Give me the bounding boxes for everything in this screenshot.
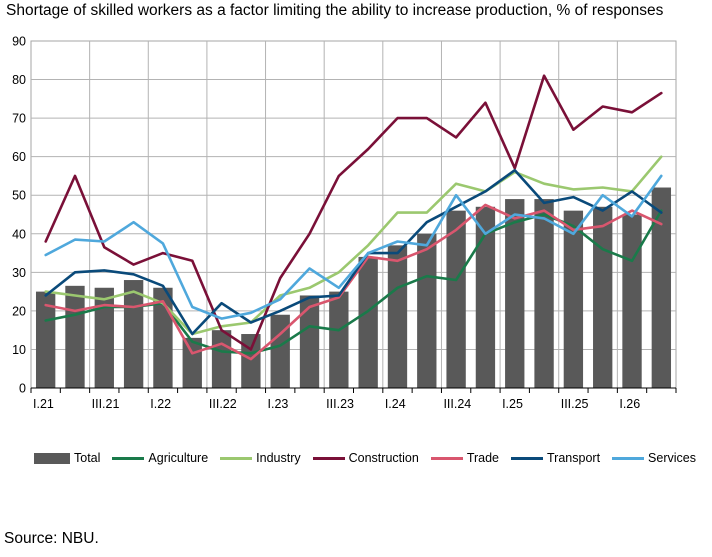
legend-swatch bbox=[112, 456, 145, 460]
bar-total bbox=[563, 210, 584, 388]
legend-label: Total bbox=[74, 451, 101, 465]
y-tick-label: 30 bbox=[12, 266, 26, 280]
bar-total bbox=[534, 199, 554, 388]
legend-label: Trade bbox=[466, 451, 500, 465]
axes bbox=[30, 387, 677, 393]
y-tick-label: 70 bbox=[12, 112, 26, 126]
bar-total bbox=[651, 187, 672, 388]
bar-total bbox=[358, 256, 378, 388]
legend-label: Construction bbox=[348, 451, 419, 465]
legend-label: Services bbox=[648, 451, 696, 465]
legend-item-construction: Construction bbox=[312, 451, 419, 465]
legend-swatch bbox=[511, 456, 544, 460]
bar-total bbox=[123, 280, 144, 388]
bar-total bbox=[622, 214, 642, 388]
x-tick-label: I.22 bbox=[150, 397, 171, 411]
legend-swatch bbox=[220, 456, 253, 460]
y-tick-label: 60 bbox=[12, 150, 26, 164]
legend-item-agriculture: Agriculture bbox=[112, 451, 208, 465]
bar-total bbox=[446, 210, 466, 388]
y-tick-label: 10 bbox=[12, 343, 26, 357]
legend-swatch bbox=[430, 456, 463, 460]
y-tick-labels: 0 10 20 30 40 50 60 70 80 90 bbox=[12, 35, 26, 396]
bar-total bbox=[211, 330, 232, 388]
legend-label: Transport bbox=[547, 451, 601, 465]
y-tick-label: 0 bbox=[19, 382, 26, 396]
bar-total bbox=[241, 334, 261, 388]
bar-total bbox=[417, 233, 437, 388]
y-tick-label: 80 bbox=[12, 73, 26, 87]
x-tick-label: III.24 bbox=[443, 397, 471, 411]
chart-title: Shortage of skilled workers as a factor … bbox=[6, 2, 664, 19]
series-lines bbox=[44, 74, 663, 361]
bar-total bbox=[94, 287, 114, 388]
line-construction bbox=[44, 74, 663, 351]
x-tick-label: I.24 bbox=[385, 397, 406, 411]
legend-label: Industry bbox=[256, 451, 301, 465]
line-services bbox=[44, 174, 663, 320]
y-tick-label: 40 bbox=[12, 227, 26, 241]
bar-total bbox=[387, 245, 408, 388]
x-tick-label: III.22 bbox=[209, 397, 237, 411]
x-tick-label: III.23 bbox=[326, 397, 354, 411]
bar-total bbox=[35, 291, 56, 388]
bar-total bbox=[475, 206, 496, 388]
line-industry bbox=[44, 155, 663, 336]
x-tick-label: III.21 bbox=[92, 397, 120, 411]
line-trade bbox=[44, 203, 663, 361]
legend-label: Agriculture bbox=[148, 451, 209, 465]
legend: Total Agriculture Industry Construction Trad… bbox=[34, 451, 708, 465]
total-bars bbox=[35, 187, 672, 388]
x-tick-label: I.25 bbox=[502, 397, 523, 411]
x-tick-label: I.21 bbox=[33, 397, 54, 411]
bar-total bbox=[182, 337, 202, 388]
bar-total bbox=[65, 285, 85, 388]
y-tick-label: 90 bbox=[12, 35, 26, 49]
legend-item-industry: Industry bbox=[220, 451, 301, 465]
legend-item-total: Total bbox=[34, 451, 100, 465]
x-tick-labels: I.21 III.21 I.22 III.22 I.23 III.23 I.24 III.24… bbox=[33, 397, 640, 411]
legend-item-transport: Transport bbox=[511, 451, 600, 465]
y-tick-label: 50 bbox=[12, 189, 26, 203]
x-tick-label: III.25 bbox=[561, 397, 589, 411]
bar-total bbox=[505, 199, 525, 388]
bar-total bbox=[593, 206, 613, 388]
bar-total bbox=[299, 295, 320, 388]
legend-swatch bbox=[312, 456, 345, 460]
line-transport bbox=[44, 168, 663, 336]
chart-plot: 0 10 20 30 40 50 60 70 80 90 I.21 III.21 I.22 III.22… bbox=[12, 35, 677, 411]
bar-total bbox=[329, 291, 349, 388]
y-tick-label: 20 bbox=[12, 304, 26, 318]
legend-item-services: Services bbox=[612, 451, 696, 465]
x-tick-label: I.26 bbox=[619, 397, 640, 411]
legend-swatch bbox=[612, 456, 645, 460]
legend-swatch bbox=[34, 452, 70, 464]
bar-total bbox=[153, 287, 173, 388]
bar-total bbox=[270, 314, 290, 388]
legend-item-trade: Trade bbox=[430, 451, 500, 465]
x-tick-label: I.23 bbox=[268, 397, 289, 411]
source-note: Source: NBU. bbox=[4, 530, 99, 547]
